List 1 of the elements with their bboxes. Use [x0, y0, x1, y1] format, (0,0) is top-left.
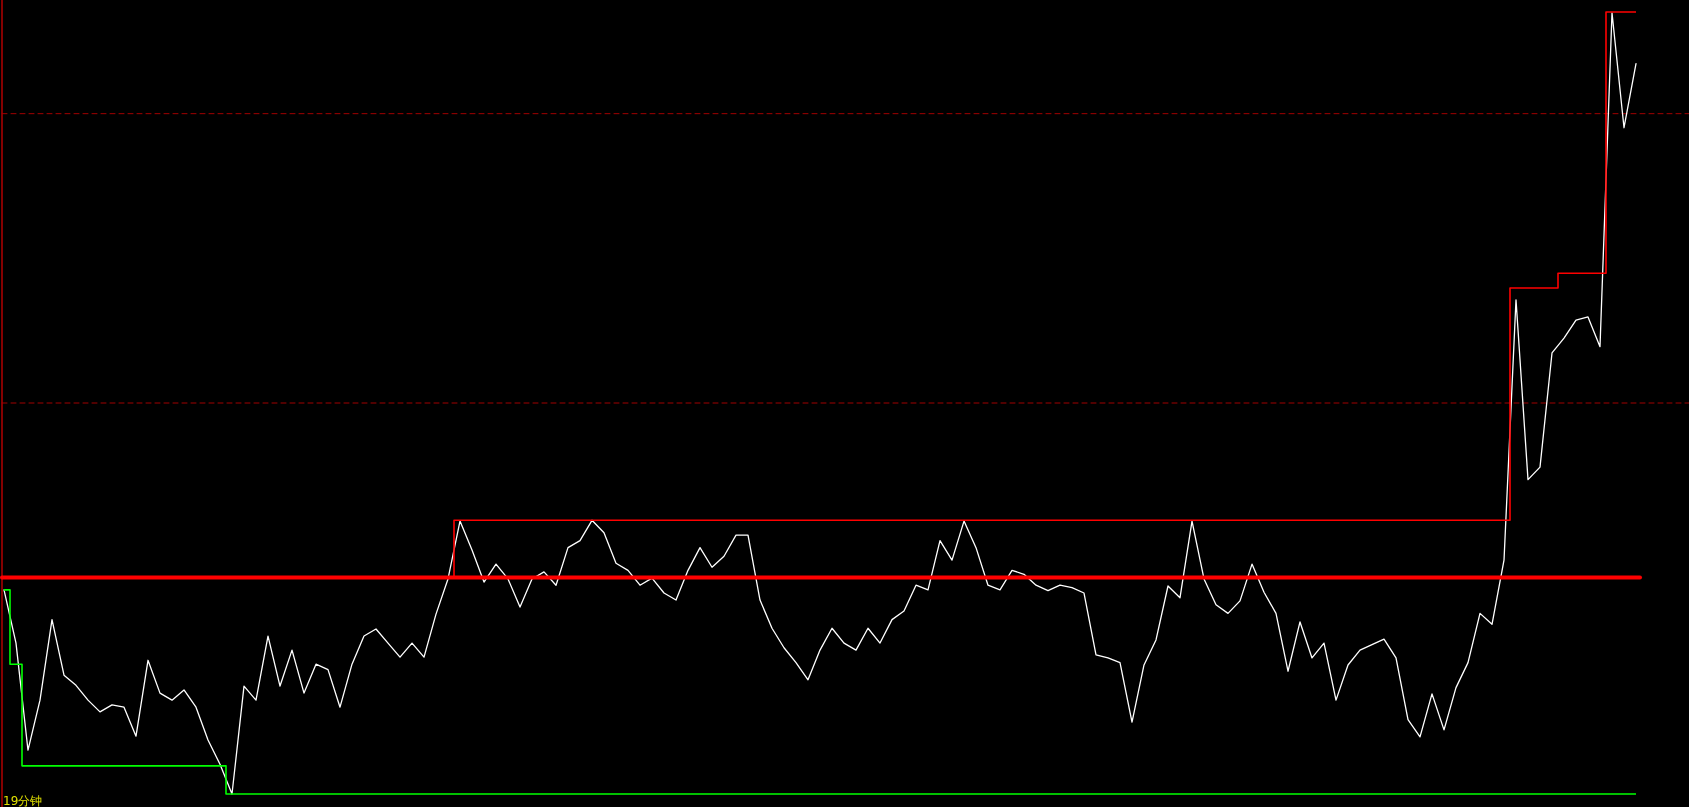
annotation: 19分钟 — [3, 794, 43, 807]
